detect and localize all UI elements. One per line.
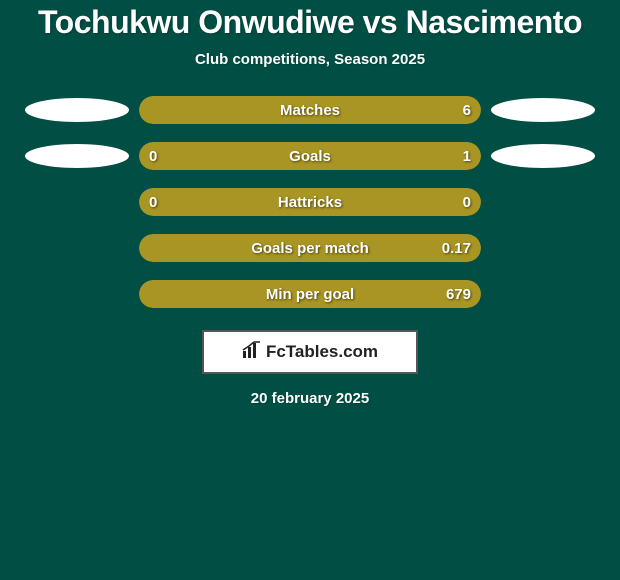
stat-right-value: 1 <box>463 142 471 170</box>
stat-left-value: 0 <box>149 188 157 216</box>
stat-label: Hattricks <box>139 188 481 216</box>
stat-left-value: 0 <box>149 142 157 170</box>
logo-text: FcTables.com <box>266 342 378 362</box>
stat-bar: Goals0 1 <box>139 142 481 170</box>
logo-box: FcTables.com <box>202 330 418 374</box>
stat-right-value: 679 <box>446 280 471 308</box>
player-right-ellipse <box>491 98 595 122</box>
player-left-ellipse <box>25 98 129 122</box>
player-right-ellipse <box>491 144 595 168</box>
stat-label: Goals per match <box>139 234 481 262</box>
stat-bar: Hattricks0 0 <box>139 188 481 216</box>
page-subtitle: Club competitions, Season 2025 <box>195 51 425 68</box>
stat-label: Min per goal <box>139 280 481 308</box>
stat-rows: Matches6Goals01Hattricks00Goals per matc… <box>0 96 620 308</box>
stat-row: Hattricks0 0 <box>0 188 620 216</box>
stat-right-value: 0.17 <box>442 234 471 262</box>
page-title: Tochukwu Onwudiwe vs Nascimento <box>38 4 582 41</box>
comparison-infographic: Tochukwu Onwudiwe vs Nascimento Club com… <box>0 0 620 580</box>
logo-icon <box>242 341 262 364</box>
date-label: 20 february 2025 <box>251 390 369 407</box>
stat-bar: Min per goal679 <box>139 280 481 308</box>
stat-label: Matches <box>139 96 481 124</box>
stat-row: Goals0 1 <box>0 142 620 170</box>
player-left-ellipse <box>25 144 129 168</box>
stat-right-value: 0 <box>463 188 471 216</box>
stat-right-value: 6 <box>463 96 471 124</box>
stat-row: Matches6 <box>0 96 620 124</box>
stat-row: Goals per match0.17 <box>0 234 620 262</box>
stat-bar: Goals per match0.17 <box>139 234 481 262</box>
stat-bar: Matches6 <box>139 96 481 124</box>
stat-row: Min per goal679 <box>0 280 620 308</box>
stat-label: Goals <box>139 142 481 170</box>
